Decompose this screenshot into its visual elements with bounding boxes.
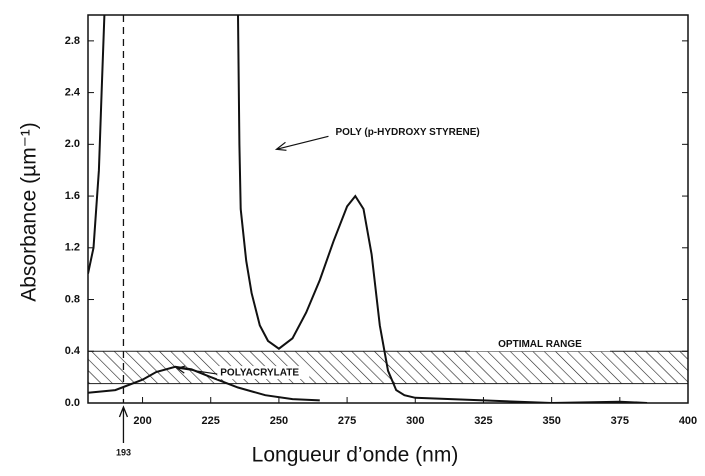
x-tick-label: 275 [338,415,356,427]
annotation: POLYACRYLATE [220,368,299,379]
x-tick-label: 400 [679,415,697,427]
x-tick-label: 300 [406,415,424,427]
x-tick-label: 375 [611,415,629,427]
y-tick-label: 0.8 [65,293,80,305]
plot-frame [87,14,689,404]
annotation-bg [217,366,310,380]
annotation-arrow [274,135,329,151]
series-line [88,15,648,403]
band-label-bg [470,338,610,352]
annotation-arrow [175,365,218,375]
x-tick-label: 350 [542,415,560,427]
y-tick-label: 0.4 [65,345,81,357]
y-tick-label: 1.2 [65,242,80,254]
vline-arrow [118,405,129,443]
x-tick-label: 225 [202,415,220,427]
y-tick-label: 2.0 [65,138,80,150]
y-axis-label: Absorbance (µm⁻¹) [18,122,41,302]
band-label: OPTIMAL RANGE [498,339,582,350]
x-tick-label: 325 [474,415,492,427]
y-tick-label: 0.0 [65,397,80,409]
x-tick-label: 250 [270,415,288,427]
vline-label: 193 [116,447,131,457]
x-axis-label: Longueur d’onde (nm) [252,444,459,467]
y-tick-label: 2.4 [65,87,81,99]
y-tick-label: 2.8 [65,35,80,47]
series-line [88,365,320,402]
annotation: POLY (p-HYDROXY STYRENE) [335,127,479,138]
x-tick-label: 200 [133,415,151,427]
y-tick-label: 1.6 [65,190,80,202]
